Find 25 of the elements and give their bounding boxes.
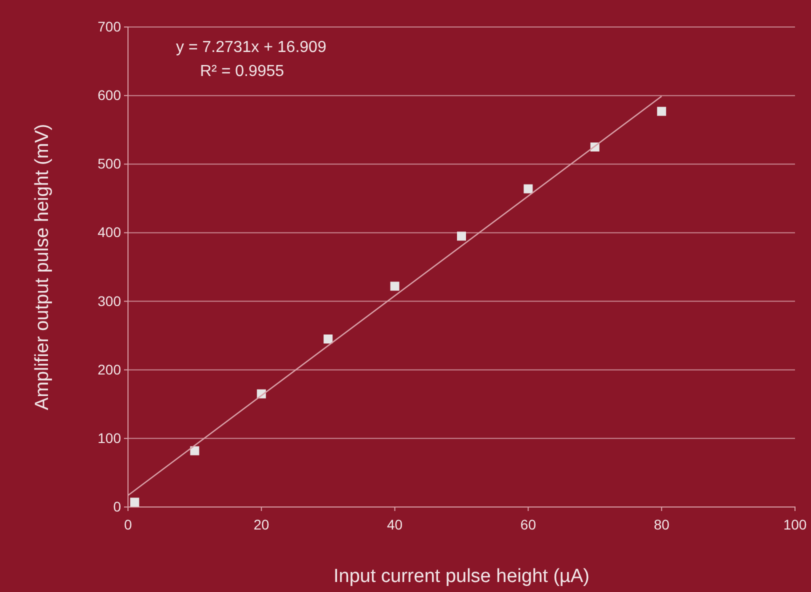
y-axis-title: Amplifier output pulse height (mV): [32, 124, 53, 410]
point: [190, 446, 200, 456]
point: [457, 232, 466, 241]
y-tick-label: 700: [98, 18, 122, 34]
y-tick-label: 600: [98, 87, 122, 104]
y-tick-label: 400: [98, 224, 122, 240]
point: [324, 334, 333, 344]
y-tick-label: 100: [98, 430, 122, 446]
x-axis-title: Input current pulse height (µA): [334, 566, 590, 587]
y-tick-label: 0: [113, 498, 122, 514]
point: [390, 282, 400, 291]
x-tick-label: 60: [520, 516, 536, 532]
x-tick-label: 20: [254, 516, 270, 532]
x-tick-label: 40: [387, 516, 403, 532]
point: [524, 184, 533, 194]
annotation: y = 7.2731x + 16.909: [176, 39, 326, 56]
y-tick-label: 200: [98, 361, 122, 378]
annotation: R² = 0.9955: [200, 63, 284, 80]
y-tick-label: 300: [98, 292, 122, 309]
x-tick-label: 80: [654, 516, 670, 532]
x-tick-label: 100: [783, 516, 807, 532]
point: [657, 106, 666, 116]
point: [130, 498, 140, 507]
x-tick-label: 0: [124, 516, 132, 532]
y-tick-label: 500: [98, 156, 122, 172]
